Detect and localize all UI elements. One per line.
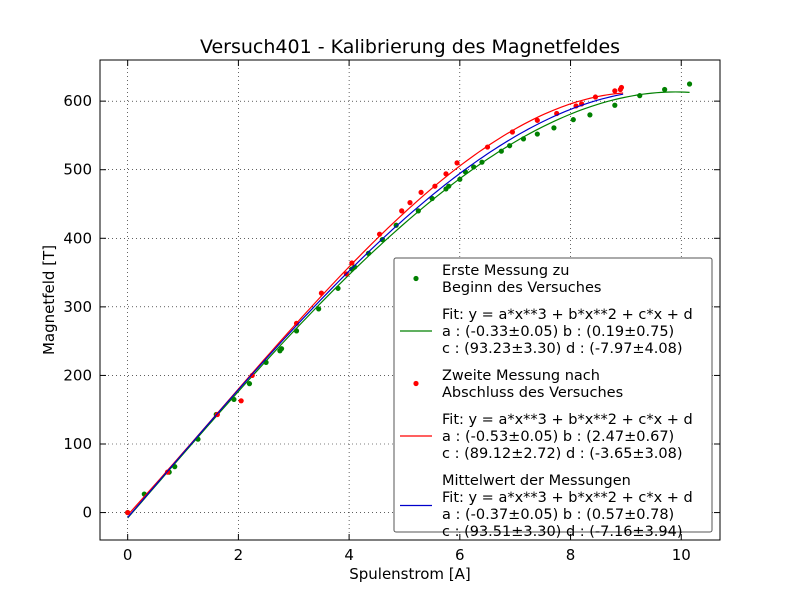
data-point <box>686 81 693 87</box>
data-point <box>335 285 341 291</box>
data-point <box>587 112 593 118</box>
data-point <box>316 306 322 312</box>
chart-title: Versuch401 - Kalibrierung des Magnetfeld… <box>200 36 620 58</box>
plot-area <box>125 81 693 519</box>
legend-entry-text: c : (89.12±2.72) d : (-3.65±3.08) <box>442 446 683 462</box>
legend-entry-text: c : (93.23±3.30) d : (-7.97±4.08) <box>442 341 683 357</box>
y-tick-label: 200 <box>63 366 92 384</box>
legend-entry-text: Zweite Messung nach <box>442 368 600 384</box>
y-tick-label: 500 <box>63 161 92 179</box>
legend-entry-text: Fit: y = a*x**3 + b*x**2 + c*x + d <box>442 490 693 506</box>
x-tick-label: 2 <box>234 546 244 564</box>
legend-entry-text: Fit: y = a*x**3 + b*x**2 + c*x + d <box>442 307 693 323</box>
fit-curve-1 <box>127 91 690 519</box>
x-tick-label: 8 <box>566 546 576 564</box>
x-tick-label: 4 <box>344 546 354 564</box>
legend-entry-text: a : (-0.33±0.05) b : (0.19±0.75) <box>442 324 674 340</box>
data-point <box>278 346 285 352</box>
legend-entry-text: a : (-0.53±0.05) b : (2.47±0.67) <box>442 429 674 445</box>
y-tick-label: 300 <box>63 298 92 316</box>
legend-box <box>393 257 713 533</box>
data-point <box>618 84 625 91</box>
legend-dot-marker <box>413 275 419 282</box>
fit-curve-4 <box>127 93 624 518</box>
x-axis-label: Spulenstrom [A] <box>349 565 471 583</box>
legend-entry-text: Mittelwert der Messungen <box>442 473 631 489</box>
legend-entry-text: Beginn des Versuches <box>442 280 601 296</box>
y-axis-label: Magnetfeld [T] <box>40 245 58 355</box>
data-point <box>238 398 244 404</box>
data-point <box>418 189 424 195</box>
x-tick-label: 6 <box>455 546 465 564</box>
plot-frame <box>99 59 721 541</box>
legend-entry-text: Fit: y = a*x**3 + b*x**2 + c*x + d <box>442 412 693 428</box>
data-point <box>534 117 540 123</box>
data-point <box>393 222 399 228</box>
data-point <box>318 290 325 296</box>
x-tick-label: 0 <box>123 546 133 564</box>
legend-dot-marker <box>413 380 419 387</box>
legend-entry-text: a : (-0.37±0.05) b : (0.57±0.78) <box>442 507 674 523</box>
data-point <box>570 117 576 123</box>
data-point <box>612 102 618 108</box>
x-tick-label: 10 <box>672 546 691 564</box>
data-point <box>662 86 668 93</box>
y-tick-label: 600 <box>63 92 92 110</box>
data-point <box>551 125 557 131</box>
legend-entry-text: Abschluss des Versuches <box>442 385 623 401</box>
data-point <box>349 260 355 266</box>
data-point <box>399 208 405 214</box>
y-tick-label: 100 <box>63 435 92 453</box>
data-point <box>246 381 253 387</box>
legend-entry-text: Erste Messung zu <box>442 263 569 279</box>
legend-entry-text: c : (93.51±3.30) d : (-7.16±3.94) <box>442 524 683 540</box>
data-point <box>612 88 618 94</box>
data-point <box>534 131 540 137</box>
y-tick-label: 400 <box>63 229 92 247</box>
data-point <box>454 160 460 166</box>
data-point <box>263 359 269 365</box>
data-point <box>407 200 413 206</box>
y-tick-label: 0 <box>82 504 92 522</box>
